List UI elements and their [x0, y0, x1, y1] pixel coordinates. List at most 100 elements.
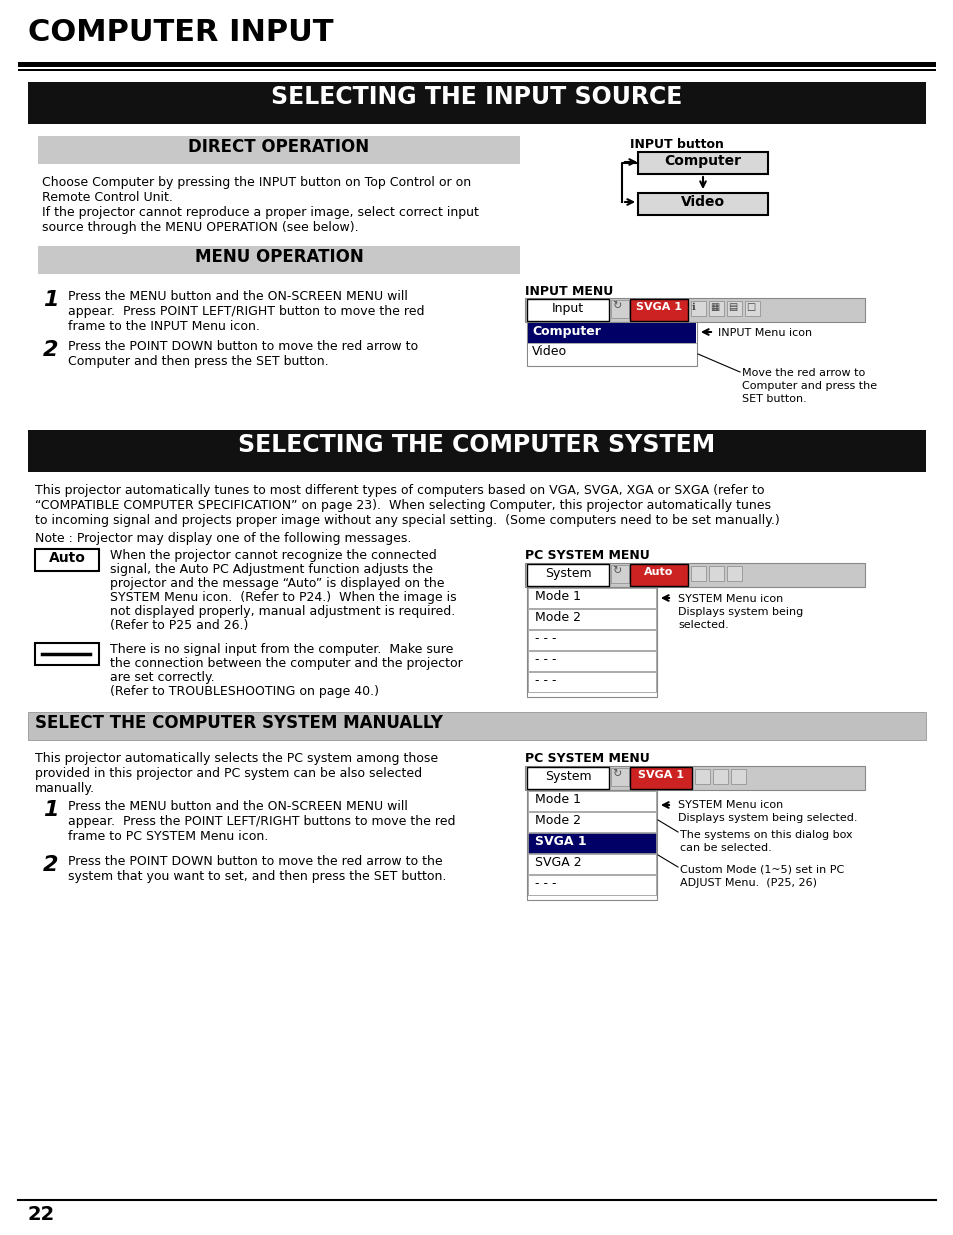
Text: frame to the INPUT Menu icon.: frame to the INPUT Menu icon. — [68, 320, 259, 333]
Text: Press the POINT DOWN button to move the red arrow to: Press the POINT DOWN button to move the … — [68, 340, 417, 353]
Bar — [526, 790, 657, 900]
Text: Note : Projector may display one of the following messages.: Note : Projector may display one of the … — [35, 532, 411, 545]
Text: ↻: ↻ — [612, 301, 620, 311]
Text: Computer: Computer — [532, 325, 600, 338]
Text: ADJUST Menu.  (P25, 26): ADJUST Menu. (P25, 26) — [679, 878, 816, 888]
Text: Mode 1: Mode 1 — [535, 590, 580, 603]
Bar — [527, 651, 656, 671]
Bar — [527, 876, 656, 895]
Text: the connection between the computer and the projector: the connection between the computer and … — [110, 657, 462, 671]
Bar — [28, 430, 925, 472]
Text: frame to PC SYSTEM Menu icon.: frame to PC SYSTEM Menu icon. — [68, 830, 268, 844]
Text: System: System — [544, 769, 591, 783]
Text: Move the red arrow to: Move the red arrow to — [741, 368, 864, 378]
Text: ↻: ↻ — [612, 769, 620, 779]
Text: This projector automatically selects the PC system among those: This projector automatically selects the… — [35, 752, 437, 764]
Text: If the projector cannot reproduce a proper image, select correct input: If the projector cannot reproduce a prop… — [42, 206, 478, 219]
Bar — [690, 566, 705, 580]
Text: SVGA 1: SVGA 1 — [535, 835, 586, 848]
Text: Auto: Auto — [643, 567, 673, 577]
Text: 1: 1 — [43, 290, 58, 310]
Bar — [526, 322, 697, 366]
Bar — [527, 630, 656, 650]
Bar — [527, 853, 656, 874]
Text: DIRECT OPERATION: DIRECT OPERATION — [189, 138, 369, 156]
Text: Choose Computer by pressing the INPUT button on Top Control or on: Choose Computer by pressing the INPUT bu… — [42, 177, 471, 189]
Text: INPUT Menu icon: INPUT Menu icon — [718, 329, 811, 338]
Bar — [38, 246, 519, 274]
Text: Custom Mode (1~5) set in PC: Custom Mode (1~5) set in PC — [679, 864, 843, 876]
Bar — [18, 62, 935, 67]
Text: provided in this projector and PC system can be also selected: provided in this projector and PC system… — [35, 767, 421, 781]
Text: Mode 1: Mode 1 — [535, 793, 580, 806]
Bar — [730, 769, 745, 784]
Text: manually.: manually. — [35, 782, 95, 795]
Bar — [712, 769, 727, 784]
Bar — [744, 301, 760, 316]
Text: □: □ — [745, 303, 755, 312]
Text: Video: Video — [532, 345, 566, 358]
Text: COMPUTER INPUT: COMPUTER INPUT — [28, 19, 334, 47]
Text: Press the MENU button and the ON-SCREEN MENU will: Press the MENU button and the ON-SCREEN … — [68, 290, 408, 303]
Bar — [708, 566, 723, 580]
Bar — [638, 193, 767, 215]
Text: selected.: selected. — [678, 620, 728, 630]
Text: not displayed properly, manual adjustment is required.: not displayed properly, manual adjustmen… — [110, 605, 455, 618]
Bar — [726, 566, 741, 580]
Bar — [28, 713, 925, 740]
Text: SVGA 1: SVGA 1 — [636, 303, 681, 312]
Text: There is no signal input from the computer.  Make sure: There is no signal input from the comput… — [110, 643, 453, 656]
Bar — [526, 587, 657, 697]
Text: system that you want to set, and then press the SET button.: system that you want to set, and then pr… — [68, 869, 446, 883]
Text: - - -: - - - — [535, 674, 556, 687]
Bar — [610, 300, 628, 317]
Text: SELECT THE COMPUTER SYSTEM MANUALLY: SELECT THE COMPUTER SYSTEM MANUALLY — [35, 714, 442, 732]
Text: SYSTEM Menu icon.  (Refer to P24.)  When the image is: SYSTEM Menu icon. (Refer to P24.) When t… — [110, 592, 456, 604]
Text: Computer: Computer — [664, 154, 740, 168]
Text: Press the MENU button and the ON-SCREEN MENU will: Press the MENU button and the ON-SCREEN … — [68, 800, 408, 813]
Bar — [526, 767, 608, 789]
Text: ▤: ▤ — [727, 303, 737, 312]
Text: ↻: ↻ — [612, 566, 620, 576]
Bar — [690, 301, 705, 316]
Text: - - -: - - - — [535, 653, 556, 666]
Text: Remote Control Unit.: Remote Control Unit. — [42, 191, 172, 204]
Bar — [629, 564, 687, 585]
Bar — [527, 343, 696, 363]
Text: This projector automatically tunes to most different types of computers based on: This projector automatically tunes to mo… — [35, 484, 763, 496]
Text: PC SYSTEM MENU: PC SYSTEM MENU — [524, 752, 649, 764]
Text: SET button.: SET button. — [741, 394, 806, 404]
Bar — [18, 69, 935, 70]
Text: INPUT MENU: INPUT MENU — [524, 285, 613, 298]
Bar — [527, 811, 656, 832]
Bar — [527, 609, 656, 629]
Bar — [527, 588, 656, 608]
Bar — [629, 767, 691, 789]
Text: source through the MENU OPERATION (see below).: source through the MENU OPERATION (see b… — [42, 221, 358, 233]
Text: The systems on this dialog box: The systems on this dialog box — [679, 830, 852, 840]
Bar — [524, 766, 864, 790]
Text: Displays system being selected.: Displays system being selected. — [678, 813, 857, 823]
Text: ℹ: ℹ — [691, 303, 695, 312]
Text: can be selected.: can be selected. — [679, 844, 771, 853]
Bar — [695, 769, 709, 784]
Text: 2: 2 — [43, 340, 58, 359]
Text: appear.  Press POINT LEFT/RIGHT button to move the red: appear. Press POINT LEFT/RIGHT button to… — [68, 305, 424, 317]
Bar — [526, 564, 608, 585]
Bar — [629, 299, 687, 321]
Text: SVGA 1: SVGA 1 — [638, 769, 683, 781]
Bar — [708, 301, 723, 316]
Text: Video: Video — [680, 195, 724, 209]
Text: (Refer to P25 and 26.): (Refer to P25 and 26.) — [110, 619, 248, 632]
Bar — [526, 299, 608, 321]
Bar — [35, 550, 99, 571]
Text: ▦: ▦ — [709, 303, 719, 312]
Bar — [524, 298, 864, 322]
Text: Computer and then press the SET button.: Computer and then press the SET button. — [68, 354, 328, 368]
Text: - - -: - - - — [535, 877, 556, 890]
Text: 1: 1 — [43, 800, 58, 820]
Text: “COMPATIBLE COMPUTER SPECIFICATION” on page 23).  When selecting Computer, this : “COMPATIBLE COMPUTER SPECIFICATION” on p… — [35, 499, 770, 513]
Text: Mode 2: Mode 2 — [535, 814, 580, 827]
Text: Computer and press the: Computer and press the — [741, 382, 876, 391]
Text: - - -: - - - — [535, 632, 556, 645]
